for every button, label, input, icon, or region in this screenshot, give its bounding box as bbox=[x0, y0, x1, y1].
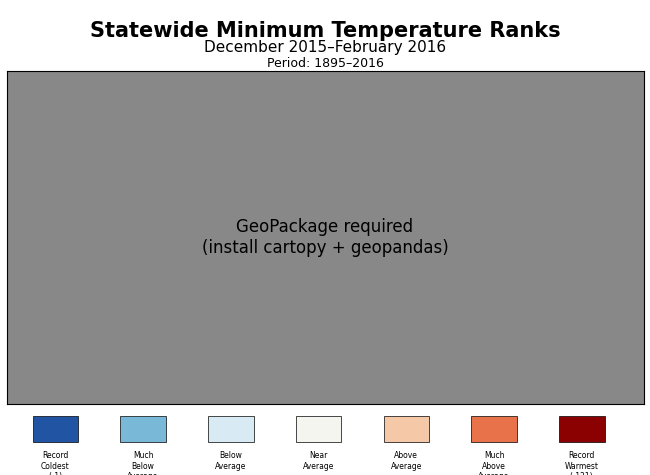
Text: Near
Average: Near Average bbox=[303, 451, 334, 471]
Text: Much
Above
Average: Much Above Average bbox=[478, 451, 510, 475]
Text: Statewide Minimum Temperature Ranks: Statewide Minimum Temperature Ranks bbox=[90, 21, 560, 41]
Text: Above
Average: Above Average bbox=[391, 451, 422, 471]
Text: GeoPackage required
(install cartopy + geopandas): GeoPackage required (install cartopy + g… bbox=[202, 218, 448, 257]
Text: Much
Below
Average: Much Below Average bbox=[127, 451, 159, 475]
Text: Record
Warmest
( 121): Record Warmest ( 121) bbox=[565, 451, 599, 475]
Text: Below
Average: Below Average bbox=[215, 451, 246, 471]
Text: Record
Coldest
( 1): Record Coldest ( 1) bbox=[41, 451, 70, 475]
Text: December 2015–February 2016: December 2015–February 2016 bbox=[204, 40, 446, 56]
Text: Period: 1895–2016: Period: 1895–2016 bbox=[266, 57, 384, 70]
